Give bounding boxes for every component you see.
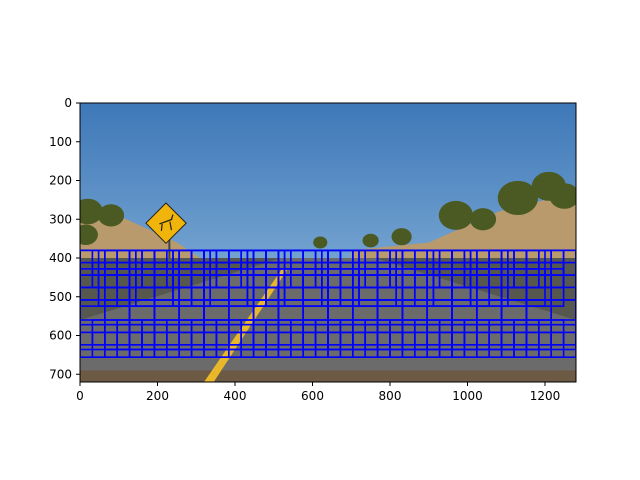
tree — [313, 236, 328, 249]
tree — [497, 180, 539, 215]
road-scene-image — [80, 103, 576, 382]
x-axis: 0 200 400 600 800 1000 1200 — [76, 382, 560, 403]
y-axis: 0 100 200 300 400 500 600 700 — [49, 96, 80, 381]
sign-post — [168, 230, 171, 258]
y-tick-label: 300 — [49, 212, 72, 226]
tree — [549, 183, 576, 209]
tree — [80, 224, 98, 245]
x-tick-label: 1200 — [530, 389, 561, 403]
y-tick-label: 0 — [64, 96, 72, 110]
deer-crossing-sign — [145, 202, 187, 245]
tree — [438, 200, 474, 230]
x-tick-label: 200 — [146, 389, 169, 403]
y-tick-label: 500 — [49, 290, 72, 304]
sliding-window-boxes — [80, 249, 576, 358]
deer-silhouette — [159, 214, 174, 231]
y-tick-label: 600 — [49, 329, 72, 343]
search-window-box — [550, 331, 576, 358]
tree — [469, 208, 497, 231]
x-tick-label: 600 — [301, 389, 324, 403]
y-tick-label: 200 — [49, 174, 72, 188]
y-tick-label: 700 — [49, 367, 72, 381]
x-tick-label: 800 — [379, 389, 402, 403]
x-tick-label: 1000 — [452, 389, 483, 403]
tree — [97, 204, 125, 227]
tree — [391, 228, 412, 246]
y-tick-label: 400 — [49, 251, 72, 265]
plot-area — [80, 103, 576, 382]
road-dirt-edge — [80, 370, 576, 382]
tree — [362, 233, 379, 248]
y-tick-label: 100 — [49, 135, 72, 149]
x-tick-label: 0 — [76, 389, 84, 403]
axes-frame — [79, 102, 577, 383]
x-tick-label: 400 — [224, 389, 247, 403]
tree — [80, 198, 103, 225]
